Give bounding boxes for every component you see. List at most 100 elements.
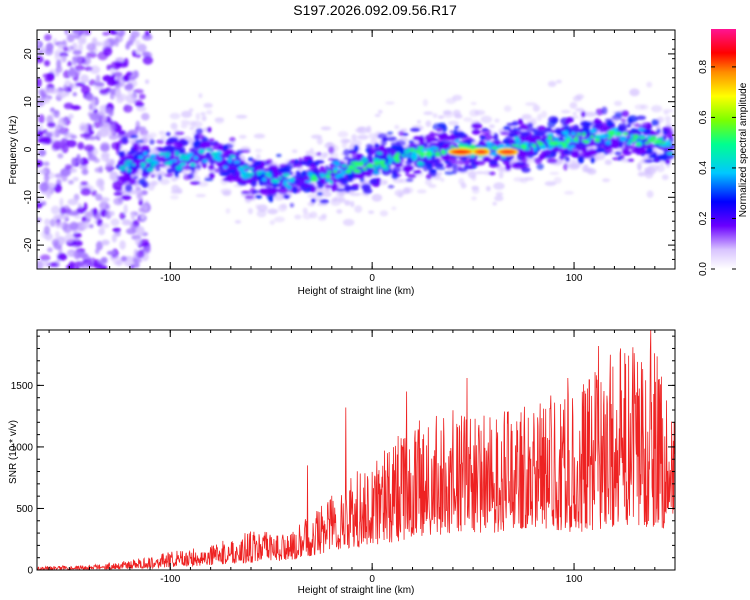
noise-blob bbox=[101, 239, 110, 246]
halo-blob bbox=[572, 112, 577, 116]
noise-blob bbox=[63, 70, 72, 79]
core-blob bbox=[421, 153, 425, 157]
halo-blob bbox=[317, 202, 328, 206]
halo-blob bbox=[583, 167, 594, 173]
core-blob bbox=[470, 154, 476, 158]
core-blob bbox=[372, 165, 378, 169]
ridge-blob bbox=[127, 151, 135, 155]
ridge-blob bbox=[640, 153, 646, 157]
core-blob bbox=[119, 165, 127, 171]
core-blob bbox=[515, 138, 522, 145]
noise-blob bbox=[71, 157, 77, 167]
noise-blob bbox=[94, 213, 102, 220]
noise-blob bbox=[37, 159, 44, 168]
core-blob bbox=[609, 132, 614, 138]
noise-blob bbox=[54, 221, 63, 229]
halo-blob bbox=[604, 159, 613, 166]
halo-blob bbox=[320, 126, 332, 131]
halo-blob bbox=[177, 187, 183, 194]
noise-blob bbox=[68, 113, 74, 120]
core-blob bbox=[286, 184, 292, 190]
ridge-blob bbox=[405, 178, 414, 182]
core-blob bbox=[546, 133, 554, 137]
halo-blob bbox=[472, 188, 480, 195]
noise-blob bbox=[44, 136, 52, 145]
halo-blob bbox=[424, 178, 432, 186]
ridge-blob bbox=[283, 194, 291, 199]
noise-blob bbox=[39, 88, 45, 98]
ridge-blob bbox=[307, 159, 313, 164]
core-blob bbox=[450, 145, 455, 149]
ridge-blob bbox=[374, 143, 380, 148]
halo-blob bbox=[214, 117, 225, 124]
halo-blob bbox=[182, 170, 187, 174]
noise-blob bbox=[47, 247, 53, 253]
halo-blob bbox=[460, 182, 467, 189]
halo-blob bbox=[646, 190, 654, 198]
core-blob bbox=[373, 168, 378, 172]
ridge-blob bbox=[278, 166, 290, 173]
core-blob bbox=[138, 155, 144, 160]
core-blob bbox=[175, 165, 183, 171]
ridge-blob bbox=[264, 189, 275, 193]
noise-blob bbox=[79, 33, 87, 43]
noise-blob bbox=[121, 219, 132, 226]
halo-blob bbox=[205, 109, 213, 115]
noise-blob bbox=[134, 238, 141, 246]
halo-blob bbox=[571, 115, 579, 119]
ridge-blob bbox=[605, 146, 613, 154]
noise-blob bbox=[59, 55, 67, 63]
halo-blob bbox=[379, 210, 389, 217]
noise-blob bbox=[97, 51, 109, 61]
core-blob bbox=[644, 141, 651, 145]
noise-blob bbox=[38, 149, 47, 157]
ridge-blob bbox=[433, 162, 444, 168]
halo-blob bbox=[442, 110, 452, 115]
ridge-blob bbox=[536, 163, 544, 170]
ridge-blob bbox=[379, 154, 387, 161]
core-blob bbox=[327, 170, 332, 174]
core-blob bbox=[238, 167, 245, 173]
spectrogram-x-axis-title: Height of straight line (km) bbox=[298, 286, 415, 297]
halo-blob bbox=[318, 155, 326, 160]
noise-blob bbox=[121, 194, 132, 201]
core-blob bbox=[590, 128, 598, 134]
ridge-blob bbox=[617, 155, 622, 161]
peak-region bbox=[500, 150, 514, 154]
halo-blob bbox=[474, 109, 486, 116]
noise-blob bbox=[61, 175, 68, 182]
core-blob bbox=[650, 135, 657, 141]
spectrogram-y-tick-label: 10 bbox=[23, 96, 34, 108]
ridge-blob bbox=[165, 132, 171, 137]
ridge-blob bbox=[255, 195, 263, 199]
ridge-blob bbox=[250, 179, 258, 187]
halo-blob bbox=[555, 79, 562, 84]
core-blob bbox=[619, 136, 628, 142]
ridge-blob bbox=[654, 157, 661, 163]
ridge-blob bbox=[665, 159, 671, 165]
halo-blob bbox=[471, 175, 477, 182]
halo-blob bbox=[541, 110, 548, 119]
noise-blob bbox=[72, 232, 82, 238]
snr-x-tick-label: -100 bbox=[160, 574, 180, 585]
ridge-blob bbox=[471, 129, 481, 135]
ridge-blob bbox=[493, 132, 499, 140]
ridge-blob bbox=[174, 131, 185, 136]
halo-blob bbox=[532, 104, 541, 112]
core-blob bbox=[282, 172, 290, 178]
ridge-blob bbox=[518, 119, 524, 126]
noise-blob bbox=[37, 97, 46, 107]
noise-blob bbox=[88, 224, 94, 229]
snr-series-line bbox=[37, 330, 675, 570]
halo-blob bbox=[160, 134, 167, 141]
ridge-blob bbox=[199, 141, 210, 149]
noise-blob bbox=[67, 61, 73, 67]
halo-blob bbox=[138, 195, 144, 202]
core-blob bbox=[662, 141, 666, 145]
halo-blob bbox=[438, 115, 444, 119]
ridge-blob bbox=[394, 145, 405, 153]
noise-blob bbox=[123, 104, 133, 113]
halo-blob bbox=[485, 185, 491, 192]
ridge-blob bbox=[505, 163, 512, 171]
core-blob bbox=[131, 163, 136, 167]
